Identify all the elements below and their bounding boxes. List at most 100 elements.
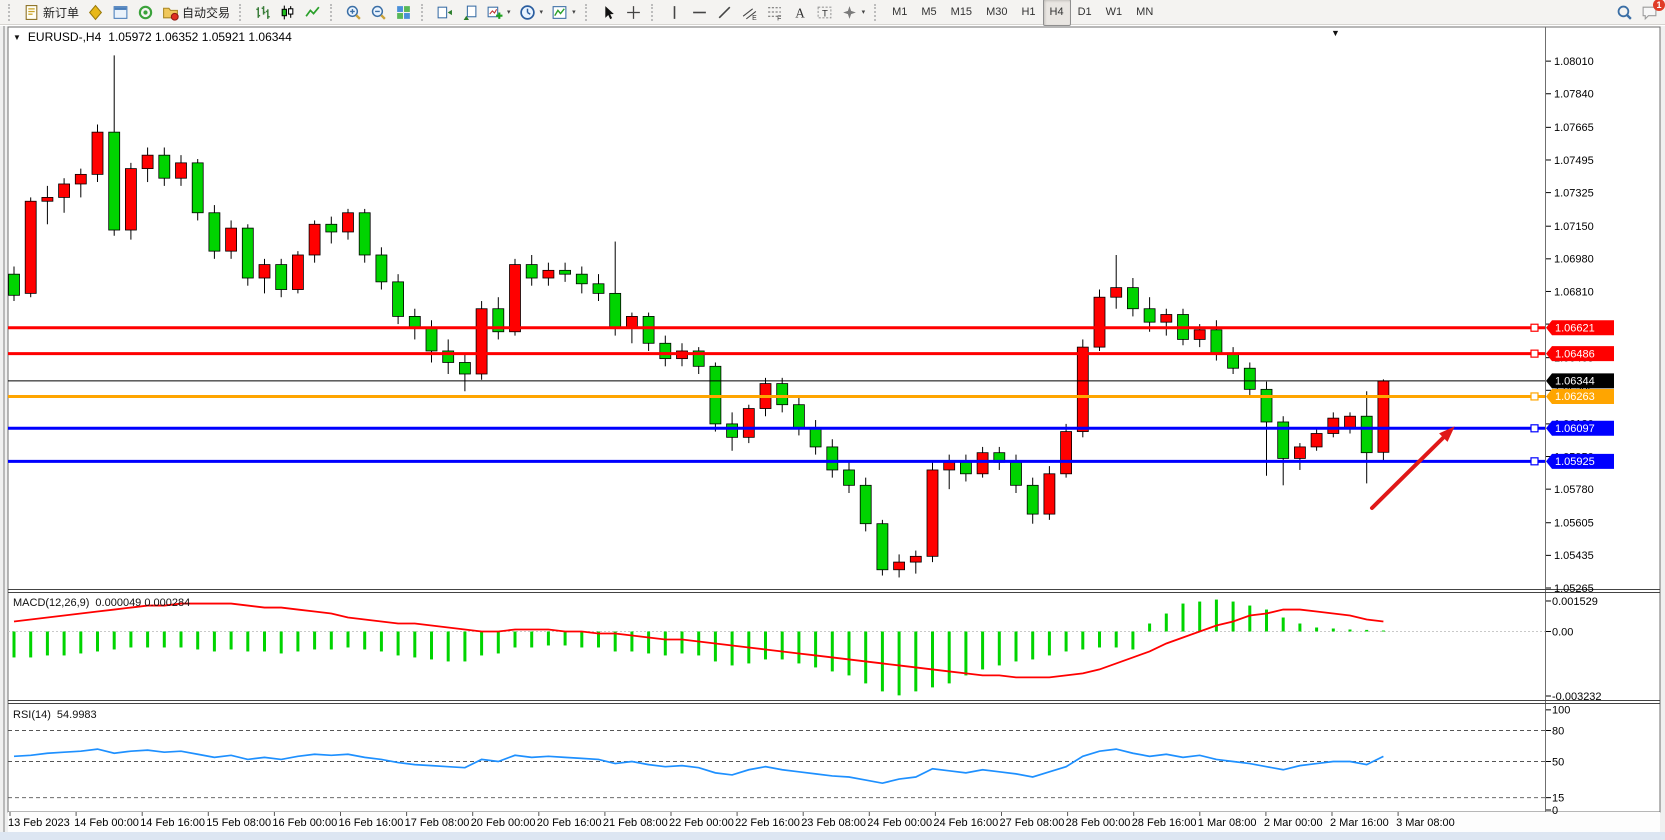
periods-button[interactable]: ▾ xyxy=(515,0,548,25)
trendline-button[interactable] xyxy=(712,0,737,25)
text-a-icon: A xyxy=(791,4,808,21)
vertical-line-button[interactable] xyxy=(662,0,687,25)
horizontal-line-1.06097[interactable] xyxy=(8,424,1545,433)
text-label-button[interactable]: T xyxy=(812,0,837,25)
arrows-button[interactable]: ▾ xyxy=(837,0,870,25)
toolbar-separator xyxy=(650,3,657,21)
template-icon xyxy=(551,4,568,21)
search-button[interactable] xyxy=(1612,0,1637,25)
chart-bars-icon xyxy=(254,4,271,21)
line-chart-button[interactable] xyxy=(300,0,325,25)
svg-text:1.06810: 1.06810 xyxy=(1554,286,1594,298)
autotrading-icon xyxy=(162,4,179,21)
search-icon xyxy=(1616,4,1633,21)
svg-text:21 Feb 08:00: 21 Feb 08:00 xyxy=(603,817,668,829)
price-box-1.06097: 1.06097 xyxy=(1546,420,1614,436)
horizontal-lines-layer[interactable] xyxy=(8,323,1545,466)
auto-arrange-button[interactable] xyxy=(432,0,457,25)
cascade-windows-button[interactable] xyxy=(457,0,482,25)
timeframe-mn-button[interactable]: MN xyxy=(1136,6,1154,18)
timeframe-m15-button[interactable]: M15 xyxy=(950,6,973,18)
toolbar-separator xyxy=(584,3,591,21)
svg-text:1.07495: 1.07495 xyxy=(1554,155,1594,167)
horizontal-line-1.06621[interactable] xyxy=(8,323,1545,332)
svg-text:1.05435: 1.05435 xyxy=(1554,550,1594,562)
trendline-icon xyxy=(716,4,733,21)
chart-canvas[interactable]: 1.08010 1.07840 1.07665 1.07495 1.07325 1.071… xyxy=(0,26,1665,840)
navigator-icon xyxy=(137,4,154,21)
fibonacci-button[interactable]: F xyxy=(762,0,787,25)
svg-text:15: 15 xyxy=(1552,792,1564,804)
svg-text:15 Feb 08:00: 15 Feb 08:00 xyxy=(206,817,271,829)
tile-windows-button[interactable] xyxy=(391,0,416,25)
bar-chart-button[interactable] xyxy=(250,0,275,25)
navigator-button[interactable] xyxy=(133,0,158,25)
timeframe-w1-button[interactable]: W1 xyxy=(1105,6,1123,18)
svg-text:100: 100 xyxy=(1552,705,1570,717)
svg-text:27 Feb 08:00: 27 Feb 08:00 xyxy=(1000,817,1065,829)
svg-text:1.07840: 1.07840 xyxy=(1554,89,1594,101)
candle-chart-button[interactable] xyxy=(275,0,300,25)
arrow-annot[interactable] xyxy=(1370,426,1455,510)
text-button[interactable]: A xyxy=(787,0,812,25)
svg-text:1.07150: 1.07150 xyxy=(1554,221,1594,233)
svg-text:23 Feb 08:00: 23 Feb 08:00 xyxy=(801,817,866,829)
cursor-button[interactable] xyxy=(596,0,621,25)
dropdown-caret-icon: ▾ xyxy=(572,9,576,16)
horizontal-line-1.05925[interactable] xyxy=(8,457,1545,466)
notification-badge: 1 xyxy=(1653,0,1665,11)
chart-line-icon xyxy=(304,4,321,21)
svg-text:28 Feb 16:00: 28 Feb 16:00 xyxy=(1132,817,1197,829)
price-box-1.06486: 1.06486 xyxy=(1546,346,1614,362)
timeframe-m1-button[interactable]: M1 xyxy=(892,6,908,18)
zoom-out-icon xyxy=(370,4,387,21)
svg-text:13 Feb 2023: 13 Feb 2023 xyxy=(8,817,70,829)
horizontal-line-1.06486[interactable] xyxy=(8,349,1545,358)
timeframe-m30-button[interactable]: M30 xyxy=(986,6,1008,18)
dropdown-caret-icon: ▾ xyxy=(861,9,866,16)
svg-text:A: A xyxy=(795,5,805,20)
svg-text:22 Feb 16:00: 22 Feb 16:00 xyxy=(735,817,800,829)
chart-candles-icon xyxy=(279,4,296,21)
svg-text:17 Feb 08:00: 17 Feb 08:00 xyxy=(405,817,470,829)
svg-text:1 Mar 08:00: 1 Mar 08:00 xyxy=(1198,817,1257,829)
timeframe-h4-button[interactable]: H4 xyxy=(1042,0,1071,26)
timeframe-d1-button[interactable]: D1 xyxy=(1077,6,1092,18)
macd-layer: 0.001529 0.00 -0.003232 xyxy=(8,596,1602,703)
tile-windows-icon xyxy=(395,4,412,21)
svg-text:1.05265: 1.05265 xyxy=(1554,583,1594,595)
templates-button[interactable]: ▾ xyxy=(547,0,580,25)
svg-text:2 Mar 16:00: 2 Mar 16:00 xyxy=(1330,817,1389,829)
svg-text:T: T xyxy=(822,8,828,19)
data-window-icon xyxy=(112,4,129,21)
zoom-in-button[interactable] xyxy=(341,0,366,25)
chart-menu-caret-icon[interactable]: ▼ xyxy=(1331,28,1340,38)
market-watch-button[interactable] xyxy=(83,0,108,25)
horizontal-line-1.06263[interactable] xyxy=(8,392,1545,401)
svg-text:3 Mar 08:00: 3 Mar 08:00 xyxy=(1396,817,1455,829)
hline-icon xyxy=(691,4,708,21)
market-watch-icon xyxy=(87,4,104,21)
svg-text:14 Feb 00:00: 14 Feb 00:00 xyxy=(74,817,139,829)
price-box-1.06621: 1.06621 xyxy=(1546,320,1614,336)
timeframe-m5-button[interactable]: M5 xyxy=(921,6,937,18)
svg-text:1.05780: 1.05780 xyxy=(1554,484,1594,496)
new-chart-icon xyxy=(486,4,503,21)
notifications-button[interactable]: 1 xyxy=(1637,0,1665,25)
svg-text:24 Feb 00:00: 24 Feb 00:00 xyxy=(867,817,932,829)
svg-text:16 Feb 16:00: 16 Feb 16:00 xyxy=(339,817,404,829)
timeframe-h1-button[interactable]: H1 xyxy=(1021,6,1036,18)
autotrading-button[interactable]: 自动交易 xyxy=(158,0,234,25)
crosshair-button[interactable] xyxy=(621,0,646,25)
horizontal-line-button[interactable] xyxy=(687,0,712,25)
zoom-out-button[interactable] xyxy=(366,0,391,25)
svg-text:1.08010: 1.08010 xyxy=(1554,56,1594,68)
shapes-icon xyxy=(841,4,858,21)
new-chart-button[interactable]: ▾ xyxy=(482,0,515,25)
new-order-button[interactable]: 新订单 xyxy=(19,0,83,25)
chart-area[interactable]: 1.08010 1.07840 1.07665 1.07495 1.07325 1.071… xyxy=(0,26,1665,840)
data-window-button[interactable] xyxy=(108,0,133,25)
channel-button[interactable]: E xyxy=(737,0,762,25)
fibonacci-icon: F xyxy=(766,4,783,21)
